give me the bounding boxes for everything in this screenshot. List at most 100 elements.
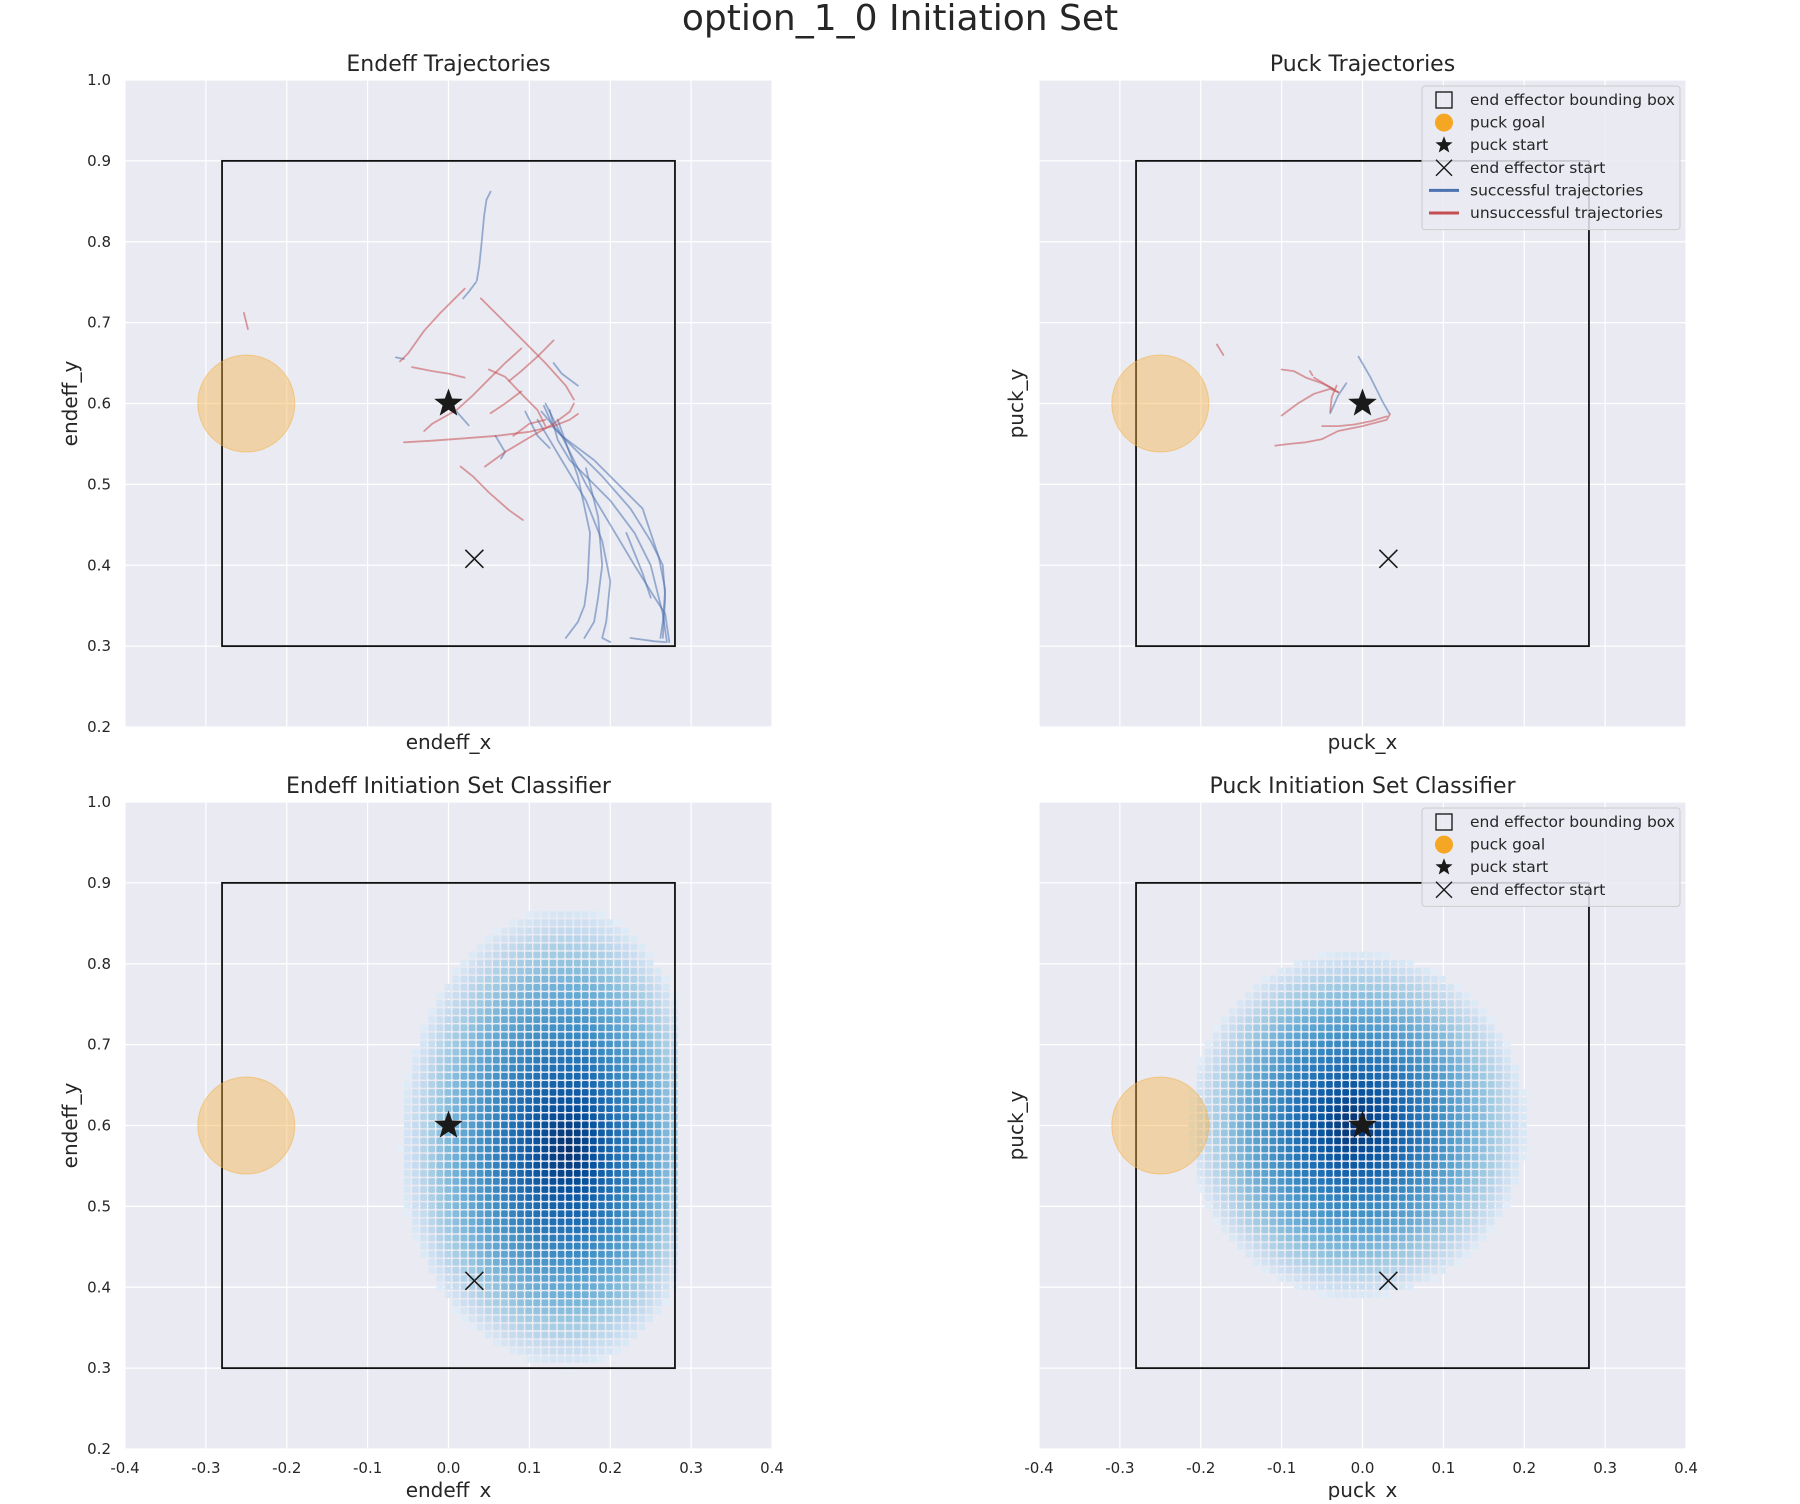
trajectory-line <box>524 410 551 449</box>
classifier-cell <box>1374 1040 1382 1048</box>
classifier-cell <box>452 1202 460 1209</box>
classifier-cell <box>1350 1250 1358 1258</box>
classifier-cell <box>1285 1064 1293 1072</box>
classifier-cell <box>525 1170 532 1177</box>
classifier-cell <box>420 1129 427 1137</box>
classifier-cell <box>638 1194 646 1201</box>
classifier-cell <box>638 1089 646 1096</box>
classifier-cell <box>525 1258 532 1266</box>
classifier-cell <box>493 1242 500 1250</box>
classifier-cell <box>1504 1072 1511 1080</box>
classifier-cell <box>1463 1121 1471 1129</box>
classifier-cell <box>654 1226 662 1234</box>
classifier-cell <box>525 1097 532 1104</box>
classifier-cell <box>1212 1145 1220 1153</box>
classifier-cell <box>1382 1016 1390 1023</box>
classifier-cell <box>630 1250 638 1258</box>
classifier-cell <box>1245 1040 1252 1048</box>
classifier-cell <box>1285 1250 1293 1258</box>
classifier-cell <box>590 1016 597 1023</box>
classifier-cell <box>1277 1064 1285 1072</box>
classifier-cell <box>1374 1275 1382 1282</box>
classifier-cell <box>476 1097 484 1104</box>
classifier-cell <box>1326 1024 1333 1032</box>
classifier-cell <box>1212 1137 1220 1145</box>
classifier-cell <box>1398 1242 1406 1250</box>
classifier-cell <box>1277 1275 1285 1282</box>
classifier-cell <box>630 1089 638 1096</box>
classifier-cell <box>1407 1258 1414 1266</box>
classifier-cell <box>1504 1105 1511 1112</box>
classifier-cell <box>1366 1072 1374 1080</box>
classifier-cell <box>1504 1170 1511 1177</box>
classifier-cell <box>1318 967 1325 975</box>
classifier-cell <box>1350 1064 1358 1072</box>
classifier-cell <box>598 1299 605 1307</box>
classifier-cell <box>1196 1129 1204 1137</box>
classifier-cell <box>1285 1129 1293 1137</box>
classifier-cell <box>1277 1210 1285 1218</box>
classifier-cell <box>630 1267 638 1274</box>
classifier-cell <box>509 1267 516 1274</box>
classifier-cell <box>1463 1145 1471 1153</box>
classifier-cell <box>420 1121 427 1129</box>
y-tick-label: 0.7 <box>87 314 111 332</box>
classifier-cell <box>1237 1218 1244 1226</box>
classifier-cell <box>1390 1081 1398 1088</box>
classifier-cell <box>549 1283 557 1290</box>
classifier-cell <box>630 1113 638 1121</box>
classifier-cell <box>1382 1129 1390 1137</box>
classifier-cell <box>1423 1081 1430 1088</box>
classifier-cell <box>1390 1121 1398 1129</box>
classifier-cell <box>1455 1202 1463 1209</box>
classifier-cell <box>1512 1105 1519 1112</box>
classifier-cell <box>1342 1170 1349 1177</box>
classifier-cell <box>1423 992 1430 999</box>
classifier-cell <box>444 1267 452 1274</box>
classifier-cell <box>1334 1121 1341 1129</box>
classifier-cell <box>1390 1234 1398 1242</box>
classifier-cell <box>1318 1258 1325 1266</box>
classifier-cell <box>1495 1145 1503 1153</box>
classifier-cell <box>598 1234 605 1242</box>
classifier-cell <box>1318 1202 1325 1209</box>
classifier-cell <box>484 1323 492 1331</box>
classifier-cell <box>1504 1097 1511 1104</box>
classifier-cell <box>452 1170 460 1177</box>
classifier-cell <box>1229 1218 1236 1226</box>
end-effector-start-x-icon <box>464 549 484 569</box>
classifier-cell <box>1245 1234 1252 1242</box>
panel-title: Endeff Trajectories <box>346 52 550 77</box>
classifier-cell <box>1487 1081 1495 1088</box>
classifier-cell <box>1309 1064 1317 1072</box>
classifier-cell <box>1326 1097 1333 1104</box>
classifier-cell <box>460 1048 468 1056</box>
classifier-cell <box>622 1331 630 1339</box>
classifier-cell <box>1350 1048 1358 1056</box>
classifier-cell <box>1431 1000 1438 1007</box>
classifier-cell <box>1342 1121 1349 1129</box>
classifier-cell <box>622 927 630 935</box>
classifier-cell <box>1285 1161 1293 1169</box>
classifier-cell <box>1277 1105 1285 1112</box>
classifier-cell <box>1188 1153 1196 1161</box>
classifier-cell <box>638 1202 646 1209</box>
classifier-cell <box>460 1081 468 1088</box>
classifier-cell <box>452 1024 460 1032</box>
classifier-cell <box>1366 1226 1374 1234</box>
classifier-cell <box>1382 1178 1390 1185</box>
classifier-cell <box>662 1113 670 1121</box>
classifier-cell <box>614 1089 621 1096</box>
classifier-cell <box>573 1226 581 1234</box>
classifier-cell <box>590 1056 597 1064</box>
classifier-cell <box>557 935 565 943</box>
classifier-cell <box>1309 967 1317 975</box>
classifier-cell <box>420 1081 427 1088</box>
classifier-cell <box>630 1170 638 1177</box>
classifier-cell <box>444 1170 452 1177</box>
classifier-cell <box>581 1000 589 1007</box>
panel-title: Puck Initiation Set Classifier <box>1209 774 1516 799</box>
classifier-cell <box>606 1097 613 1104</box>
classifier-cell <box>581 1315 589 1323</box>
